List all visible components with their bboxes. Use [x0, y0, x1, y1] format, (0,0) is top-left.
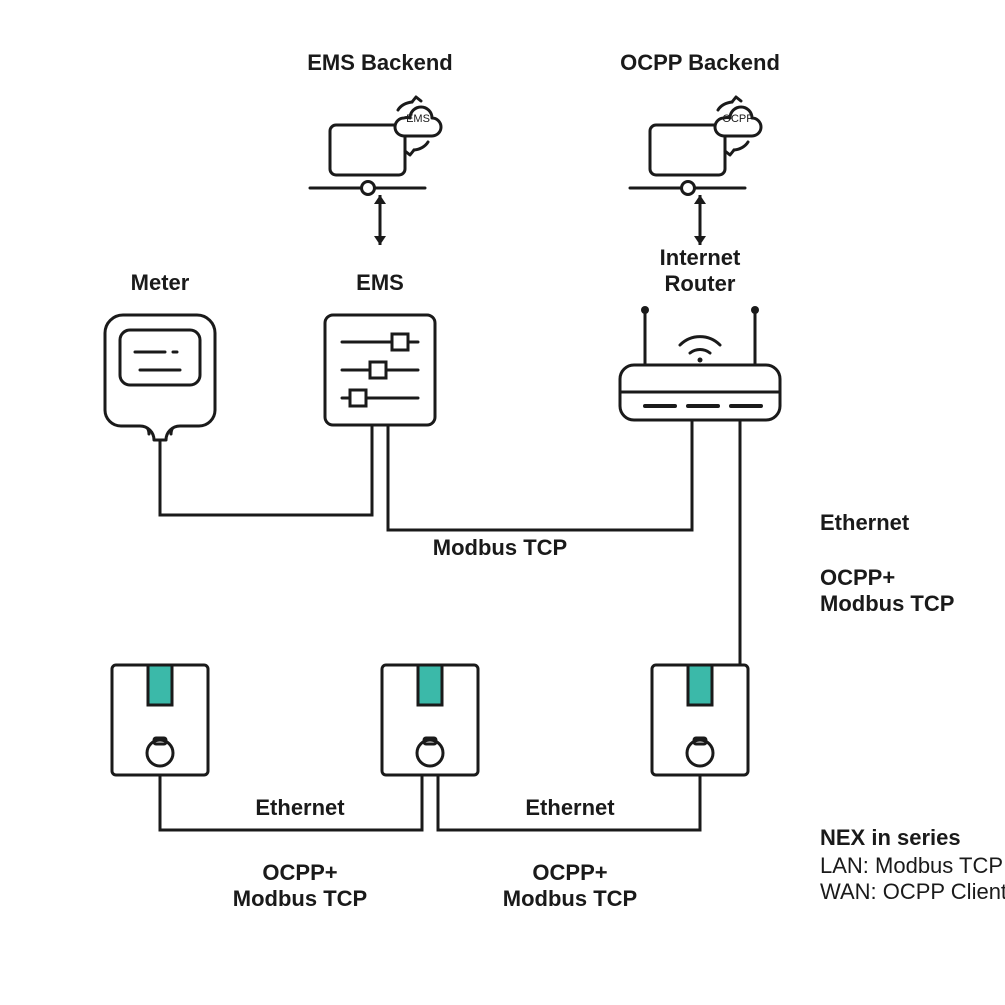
nex-lan-line: LAN: Modbus TCP — [820, 853, 1003, 878]
ems-backend-icon — [310, 97, 441, 195]
nex-wan-line: WAN: OCPP Client — [820, 879, 1005, 904]
modbus-tcp-b2: Modbus TCP — [503, 886, 637, 911]
ocpp-backend-icon — [630, 97, 761, 195]
modbus-tcp-label-right: Modbus TCP — [820, 591, 954, 616]
ethernet-label-b2: Ethernet — [525, 795, 615, 820]
ems-backend-label: EMS Backend — [307, 50, 453, 75]
ocpp-backend-label: OCPP Backend — [620, 50, 780, 75]
ems-icon — [325, 315, 435, 425]
nex-series-title: NEX in series — [820, 825, 961, 850]
ocpp-backend-link-arrow — [694, 195, 706, 245]
ocpp-plus-b2: OCPP+ — [532, 860, 607, 885]
ocpp-plus-b1: OCPP+ — [262, 860, 337, 885]
ems-cloud-tag: EMS — [406, 113, 430, 125]
network-diagram: EMS Backend OCPP Backend EMS OCPP Meter EMS In… — [0, 0, 1005, 1005]
ems-backend-link-arrow — [374, 195, 386, 245]
meter-label: Meter — [131, 270, 190, 295]
ocpp-plus-label-right: OCPP+ — [820, 565, 895, 590]
ethernet-label-right: Ethernet — [820, 510, 910, 535]
ems-label: EMS — [356, 270, 404, 295]
modbus-tcp-label: Modbus TCP — [433, 535, 567, 560]
nex-charger-3-icon — [652, 665, 748, 775]
router-label-l2: Router — [665, 271, 736, 296]
modbus-tcp-b1: Modbus TCP — [233, 886, 367, 911]
nex-charger-2-icon — [382, 665, 478, 775]
ocpp-cloud-tag: OCPP — [722, 113, 753, 125]
meter-icon — [105, 315, 215, 442]
nex-charger-1-icon — [112, 665, 208, 775]
router-label-l1: Internet — [660, 245, 741, 270]
ethernet-label-b1: Ethernet — [255, 795, 345, 820]
router-icon — [620, 306, 780, 420]
